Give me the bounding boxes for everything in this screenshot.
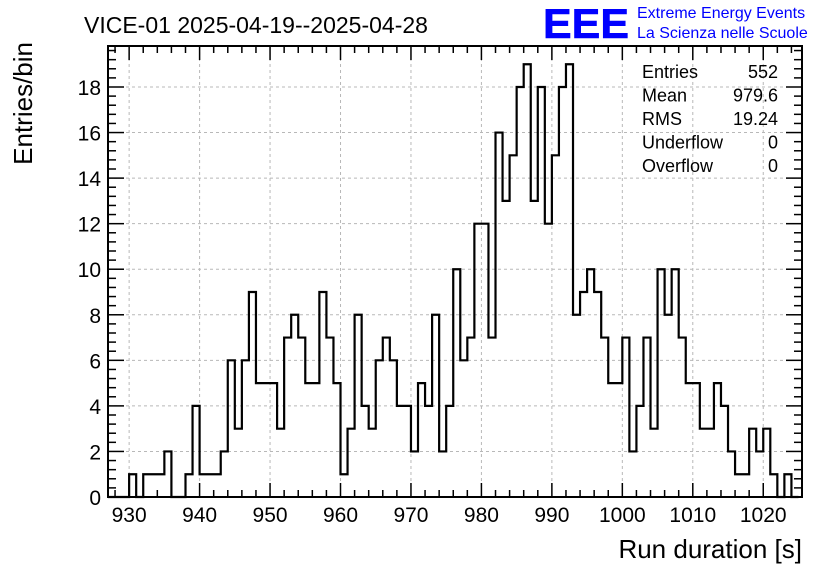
- y-axis-label: Entries/bin: [8, 42, 38, 165]
- grid-lines: [108, 46, 802, 497]
- axis-ticks: [108, 46, 802, 498]
- stats-value: 0: [768, 156, 778, 176]
- y-tick-label: 6: [89, 350, 101, 373]
- x-tick-label: 1000: [599, 504, 646, 527]
- y-tick-label: 12: [78, 214, 101, 237]
- y-tick-label: 18: [78, 77, 101, 100]
- eee-logo: EEE Extreme Energy Events La Scienza nel…: [543, 0, 808, 47]
- stats-value: 0: [768, 133, 778, 153]
- x-axis-label: Run duration [s]: [618, 534, 802, 564]
- stats-label: Overflow: [642, 156, 714, 176]
- x-tick-labels: 930 940 950 960 970 980 990 1000 1010 1020: [112, 504, 787, 527]
- stats-label: Mean: [642, 86, 687, 106]
- x-tick-label: 1020: [740, 504, 787, 527]
- y-tick-label: 14: [78, 168, 102, 191]
- y-tick-label: 0: [89, 487, 101, 510]
- eee-logo-line2: La Scienza nelle Scuole: [637, 25, 808, 42]
- x-tick-label: 950: [253, 504, 288, 527]
- eee-logo-text: EEE: [543, 0, 629, 47]
- stats-label: Underflow: [642, 133, 724, 153]
- x-tick-label: 980: [464, 504, 499, 527]
- stats-box: Entries 552 Mean 979.6 RMS 19.24 Underflow 0 Ove…: [642, 62, 778, 176]
- chart-title: VICE-01 2025-04-19--2025-04-28: [84, 12, 428, 38]
- x-tick-label: 1010: [669, 504, 716, 527]
- stats-label: Entries: [642, 62, 698, 82]
- y-tick-labels: 0 2 4 6 8 10 12 14 16 18: [78, 77, 102, 510]
- histogram-line: [108, 63, 799, 499]
- x-tick-label: 960: [323, 504, 358, 527]
- x-tick-label: 970: [393, 504, 428, 527]
- plot-frame: [107, 45, 803, 498]
- y-tick-label: 8: [89, 305, 101, 328]
- x-tick-label: 930: [112, 504, 147, 527]
- stats-value: 979.6: [733, 86, 778, 106]
- x-tick-label: 990: [534, 504, 569, 527]
- y-tick-label: 4: [89, 396, 101, 419]
- eee-logo-line1: Extreme Energy Events: [637, 5, 805, 22]
- stats-label: RMS: [642, 109, 682, 129]
- x-tick-label: 940: [182, 504, 217, 527]
- y-tick-label: 16: [78, 123, 101, 146]
- y-tick-label: 10: [78, 259, 101, 282]
- stats-value: 19.24: [733, 109, 778, 129]
- y-tick-label: 2: [89, 441, 101, 464]
- stats-value: 552: [748, 62, 778, 82]
